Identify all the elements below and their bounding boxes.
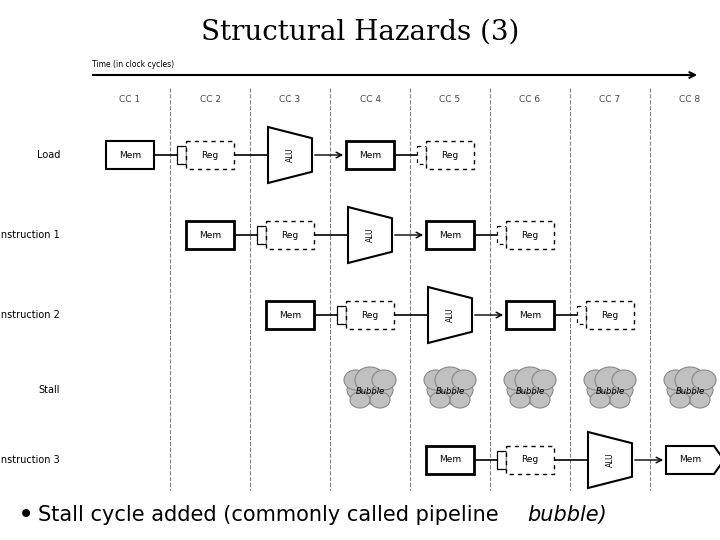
Ellipse shape: [584, 370, 608, 390]
Polygon shape: [666, 446, 720, 474]
Text: CC 1: CC 1: [120, 96, 140, 105]
Bar: [426, 446, 474, 474]
Ellipse shape: [664, 370, 688, 390]
Polygon shape: [588, 432, 632, 488]
Text: CC 4: CC 4: [359, 96, 380, 105]
Bar: [266, 221, 314, 249]
Bar: [177, 146, 186, 164]
Text: CC 7: CC 7: [600, 96, 621, 105]
Bar: [497, 226, 506, 244]
Text: ALU: ALU: [286, 147, 294, 163]
Text: CC 2: CC 2: [199, 96, 220, 105]
Text: ALU: ALU: [606, 453, 614, 467]
Ellipse shape: [595, 367, 625, 393]
Bar: [417, 146, 426, 164]
Bar: [266, 301, 314, 329]
Text: Mem: Mem: [359, 151, 381, 159]
Text: ALU: ALU: [446, 308, 454, 322]
Bar: [346, 141, 394, 169]
Ellipse shape: [670, 392, 690, 408]
Ellipse shape: [612, 370, 636, 390]
Bar: [106, 141, 154, 169]
Ellipse shape: [370, 392, 390, 408]
Bar: [257, 226, 266, 244]
Text: Mem: Mem: [439, 231, 461, 240]
Text: Bubble: Bubble: [595, 388, 625, 396]
Ellipse shape: [590, 392, 610, 408]
Text: Mem: Mem: [199, 231, 221, 240]
Text: CC 8: CC 8: [680, 96, 701, 105]
Ellipse shape: [347, 376, 393, 404]
Ellipse shape: [532, 370, 556, 390]
Text: •: •: [18, 501, 35, 529]
Text: Mem: Mem: [119, 151, 141, 159]
Bar: [506, 301, 554, 329]
Text: Time (in clock cycles): Time (in clock cycles): [92, 60, 174, 69]
Text: Mem: Mem: [519, 310, 541, 320]
Ellipse shape: [675, 367, 705, 393]
Text: Bubble: Bubble: [516, 388, 544, 396]
Bar: [426, 221, 474, 249]
Ellipse shape: [355, 367, 385, 393]
Ellipse shape: [515, 367, 545, 393]
Text: bubble): bubble): [527, 505, 607, 525]
Ellipse shape: [610, 392, 630, 408]
Polygon shape: [348, 207, 392, 263]
Text: Stall cycle added (commonly called pipeline: Stall cycle added (commonly called pipel…: [38, 505, 505, 525]
Bar: [426, 141, 474, 169]
Text: Instruction 1: Instruction 1: [0, 230, 60, 240]
Bar: [186, 141, 234, 169]
Ellipse shape: [372, 370, 396, 390]
Bar: [497, 451, 506, 469]
Ellipse shape: [424, 370, 448, 390]
Bar: [337, 306, 346, 324]
Ellipse shape: [692, 370, 716, 390]
Ellipse shape: [690, 392, 710, 408]
Text: Bubble: Bubble: [675, 388, 705, 396]
Bar: [186, 221, 234, 249]
Text: Reg: Reg: [441, 151, 459, 159]
Text: Load: Load: [37, 150, 60, 160]
Text: Bubble: Bubble: [436, 388, 464, 396]
Ellipse shape: [427, 376, 473, 404]
Ellipse shape: [430, 392, 450, 408]
Text: Stall: Stall: [38, 385, 60, 395]
Text: Reg: Reg: [601, 310, 618, 320]
Text: Mem: Mem: [679, 456, 701, 464]
Text: Structural Hazards (3): Structural Hazards (3): [201, 18, 519, 45]
Bar: [506, 221, 554, 249]
Polygon shape: [268, 127, 312, 183]
Text: Mem: Mem: [439, 456, 461, 464]
Text: Reg: Reg: [202, 151, 219, 159]
Text: Reg: Reg: [521, 456, 539, 464]
Ellipse shape: [350, 392, 370, 408]
Ellipse shape: [450, 392, 470, 408]
Text: Bubble: Bubble: [356, 388, 384, 396]
Bar: [506, 446, 554, 474]
Text: Instruction 3: Instruction 3: [0, 455, 60, 465]
Ellipse shape: [504, 370, 528, 390]
Ellipse shape: [587, 376, 633, 404]
Text: Reg: Reg: [521, 231, 539, 240]
Ellipse shape: [344, 370, 368, 390]
Ellipse shape: [667, 376, 713, 404]
Text: Reg: Reg: [361, 310, 379, 320]
Text: CC 5: CC 5: [439, 96, 461, 105]
Ellipse shape: [530, 392, 550, 408]
Text: ALU: ALU: [366, 228, 374, 242]
Text: CC 3: CC 3: [279, 96, 300, 105]
Text: Mem: Mem: [279, 310, 301, 320]
Ellipse shape: [510, 392, 530, 408]
Bar: [586, 301, 634, 329]
Bar: [577, 306, 586, 324]
Text: CC 6: CC 6: [519, 96, 541, 105]
Bar: [346, 301, 394, 329]
Ellipse shape: [452, 370, 476, 390]
Ellipse shape: [507, 376, 553, 404]
Text: Instruction 2: Instruction 2: [0, 310, 60, 320]
Ellipse shape: [435, 367, 465, 393]
Polygon shape: [428, 287, 472, 343]
Text: Reg: Reg: [282, 231, 299, 240]
